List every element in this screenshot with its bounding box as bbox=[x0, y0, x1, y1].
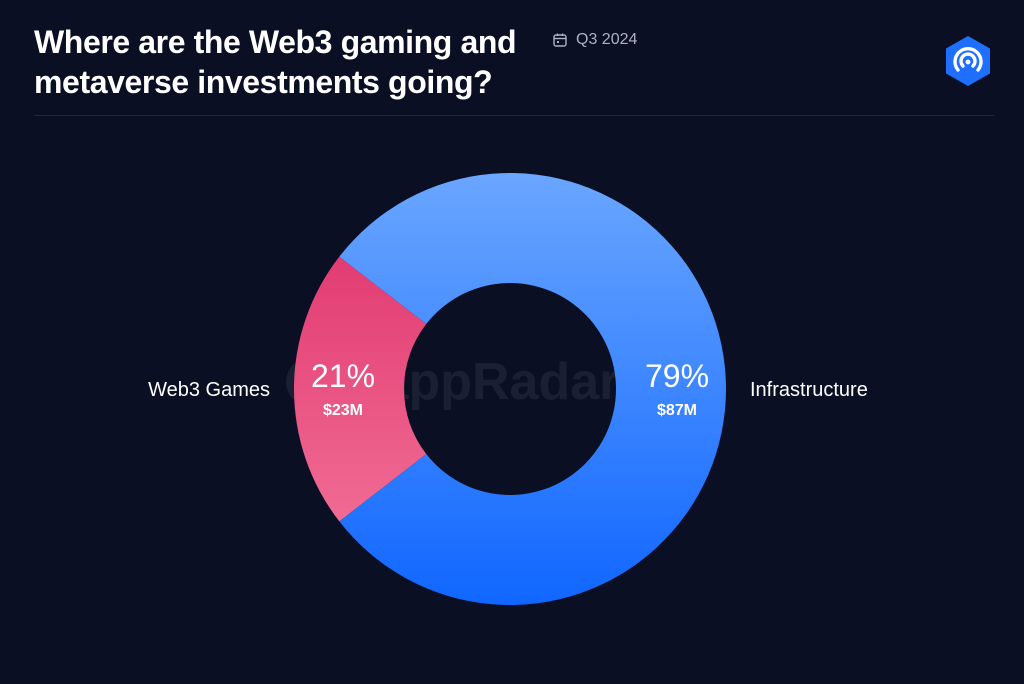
slice-web3-games-percent-label: 21% bbox=[311, 358, 375, 394]
slice-web3-games-category-label: Web3 Games bbox=[148, 379, 270, 401]
slice-infrastructure-category-label: Infrastructure bbox=[750, 379, 868, 401]
dappradar-logo-icon bbox=[946, 36, 990, 86]
header-divider bbox=[34, 115, 994, 116]
slice-infrastructure-value-label: $87M bbox=[657, 402, 697, 419]
period-badge: Q3 2024 bbox=[552, 31, 637, 49]
calendar-icon bbox=[553, 33, 567, 47]
slice-infrastructure-percent-label: 79% bbox=[645, 358, 709, 394]
slice-web3-games-value-label: $23M bbox=[323, 402, 363, 419]
slice-infrastructure bbox=[339, 173, 726, 605]
chart-title: Where are the Web3 gaming and metaverse … bbox=[34, 24, 517, 100]
period-label: Q3 2024 bbox=[576, 31, 638, 48]
slice-web3-games bbox=[294, 256, 427, 522]
